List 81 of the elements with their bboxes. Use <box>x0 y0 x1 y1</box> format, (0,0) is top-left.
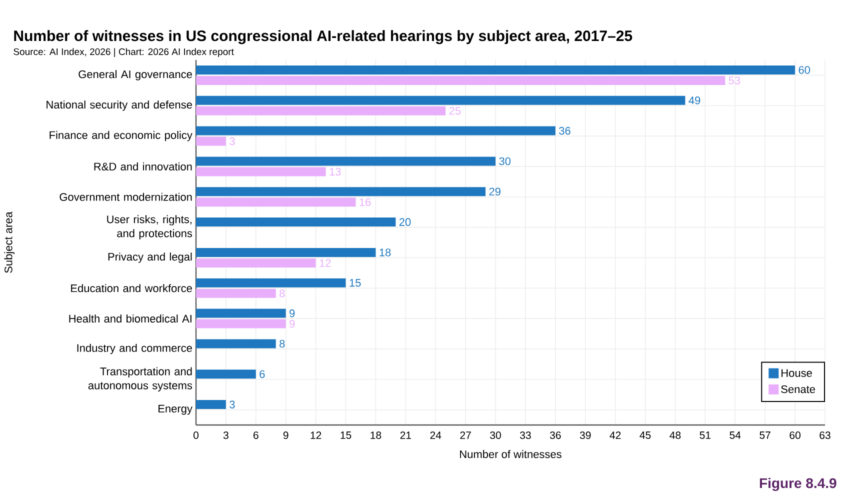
bar <box>196 198 356 207</box>
data-label: 16 <box>360 198 371 206</box>
data-label: 8 <box>280 340 285 348</box>
y-tick-label: Transportation and autonomous systems <box>88 367 192 392</box>
data-label: 60 <box>798 66 810 74</box>
bar <box>196 218 396 227</box>
data-label: 20 <box>399 218 411 226</box>
x-tick-label: 51 <box>700 432 711 439</box>
y-axis-title: Subject area <box>4 212 14 273</box>
y-tick-label: Health and biomedical AI <box>69 314 192 323</box>
bar <box>196 400 226 410</box>
y-tick-label: General AI governance <box>78 70 192 80</box>
bar <box>196 248 376 257</box>
x-tick-label: 48 <box>670 432 681 439</box>
bar <box>196 136 226 146</box>
data-label: 30 <box>499 157 511 166</box>
y-tick-label: Industry and commerce <box>77 344 192 354</box>
bar <box>196 187 486 196</box>
x-tick-label: 54 <box>730 432 741 439</box>
bar <box>196 339 276 348</box>
x-tick-label: 33 <box>520 432 531 439</box>
bar <box>196 370 256 379</box>
x-tick-label: 60 <box>790 432 800 439</box>
data-label: 53 <box>728 76 740 84</box>
x-tick-label: 39 <box>580 432 591 439</box>
x-tick-label: 30 <box>490 432 501 439</box>
y-tick-label: R&D and innovation <box>94 162 192 170</box>
x-tick-label: 18 <box>370 432 382 439</box>
bar <box>196 156 496 166</box>
x-tick-label: 27 <box>460 432 471 439</box>
x-tick-label: 45 <box>640 432 651 439</box>
data-label: 6 <box>260 370 265 378</box>
data-label: 36 <box>559 126 570 135</box>
legend-label: Senate <box>781 385 816 394</box>
bar <box>196 96 686 105</box>
x-tick-label: 63 <box>820 432 830 439</box>
x-tick-label: 12 <box>310 432 322 439</box>
source-note: Source: AI Index, 2026 | Chart: 2026 AI Index report <box>14 48 234 58</box>
legend-label: House <box>782 369 812 377</box>
data-label: 13 <box>330 168 341 176</box>
caption: Figure 8.4.9 <box>760 478 836 491</box>
data-label: 15 <box>350 279 361 287</box>
bar <box>196 76 726 85</box>
x-tick-label: 0 <box>193 432 199 439</box>
data-label: 9 <box>290 309 295 318</box>
data-label: 29 <box>489 188 500 196</box>
y-tick-label: Privacy and legal <box>108 252 192 263</box>
x-tick-label: 42 <box>610 432 621 439</box>
bar <box>196 258 316 268</box>
y-tick-label: National security and defense <box>46 100 192 111</box>
bar <box>196 126 556 136</box>
x-tick-label: 3 <box>223 432 228 439</box>
bar <box>196 167 326 176</box>
bar <box>196 278 346 288</box>
data-label: 3 <box>230 137 235 146</box>
y-tick-label: Education and workforce <box>71 284 192 292</box>
y-tick-label: User risks, rights, and protections <box>107 215 192 240</box>
y-tick-label: Energy <box>158 404 192 415</box>
y-tick-label: Government modernization <box>60 192 192 201</box>
data-label: 8 <box>280 289 285 298</box>
data-label: 49 <box>688 96 700 104</box>
bar <box>196 65 796 74</box>
x-tick-label: 9 <box>283 432 288 439</box>
x-axis-title: Number of witnesses <box>460 450 562 458</box>
bar <box>196 319 286 328</box>
bar <box>196 288 276 298</box>
x-tick-label: 15 <box>340 432 352 439</box>
chart-title: Number of witnesses in US congressional AI-related hearings by subject area, 2017–25 <box>14 30 632 44</box>
data-label: 9 <box>290 320 295 328</box>
data-label: 18 <box>380 248 391 256</box>
x-tick-label: 36 <box>550 432 561 439</box>
data-label: 3 <box>230 400 235 408</box>
y-tick-label: Finance and economic policy <box>50 130 192 142</box>
x-tick-label: 24 <box>430 432 442 439</box>
x-tick-label: 57 <box>760 432 770 439</box>
x-tick-label: 21 <box>400 432 411 439</box>
bar <box>196 308 286 318</box>
bar <box>196 106 446 116</box>
data-label: 25 <box>449 106 461 115</box>
data-label: 12 <box>320 259 331 267</box>
x-tick-label: 6 <box>254 432 258 439</box>
